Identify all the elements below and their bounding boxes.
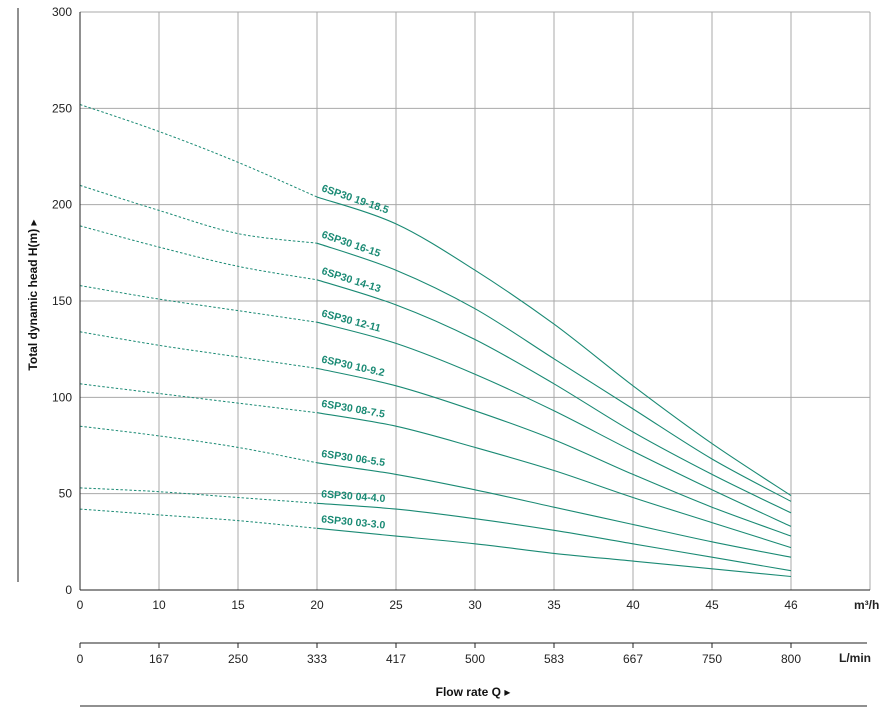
x-unit-m3h: m³/h bbox=[854, 598, 879, 612]
curve-solid-segment bbox=[316, 279, 792, 514]
y-tick-label: 0 bbox=[65, 583, 72, 597]
lpm-tick-label: 583 bbox=[544, 652, 564, 666]
curve-label: 6SP30 08-7.5 bbox=[320, 398, 385, 421]
curve-solid-segment bbox=[316, 242, 792, 502]
lpm-tick-label: 667 bbox=[623, 652, 643, 666]
x-tick-label: 45 bbox=[705, 598, 719, 612]
curve-solid-segment bbox=[316, 462, 792, 558]
x-tick-label: 30 bbox=[468, 598, 482, 612]
x-axis-title: Flow rate Q ▸ bbox=[436, 685, 511, 699]
gridlines bbox=[79, 11, 871, 591]
x-tick-label: 46 bbox=[784, 598, 798, 612]
lpm-tick-label: 417 bbox=[386, 652, 406, 666]
curve-dashed-segment bbox=[79, 383, 318, 414]
y-tick-label: 100 bbox=[52, 390, 72, 404]
curve-dashed-segment bbox=[79, 331, 318, 369]
curve-label: 6SP30 19-18.5 bbox=[320, 182, 390, 216]
y-axis-title: Total dynamic head H(m) ▸ bbox=[26, 219, 40, 370]
curve-solid-segment bbox=[316, 412, 792, 549]
curve-solid-segment bbox=[316, 367, 792, 537]
lpm-tick-label: 0 bbox=[77, 652, 84, 666]
lpm-tick-label: 500 bbox=[465, 652, 485, 666]
x-tick-label: 35 bbox=[547, 598, 561, 612]
y-tick-label: 300 bbox=[52, 5, 72, 19]
y-tick-label: 50 bbox=[59, 487, 73, 501]
curve-solid-segment bbox=[316, 321, 792, 527]
curve-labels: 6SP30 19-18.5 6SP30 16-15 6SP30 14-13 6SP30… bbox=[320, 182, 390, 531]
curve-solid-segment bbox=[316, 196, 792, 497]
curve-solid-segment bbox=[316, 527, 792, 578]
curve-dashed-segment bbox=[79, 487, 318, 504]
x-tick-label: 15 bbox=[231, 598, 245, 612]
curve-dashed-segment bbox=[79, 225, 318, 281]
x-unit-lpm: L/min bbox=[839, 651, 871, 665]
x-tick-label: 10 bbox=[152, 598, 166, 612]
curve-dashed-segment bbox=[79, 508, 318, 529]
x-tick-label: 40 bbox=[626, 598, 640, 612]
curve-dashed-segment bbox=[79, 104, 318, 198]
x-tick-label: 25 bbox=[389, 598, 403, 612]
curve-label: 6SP30 04-4.0 bbox=[321, 488, 386, 505]
lpm-tick-label: 167 bbox=[149, 652, 169, 666]
x-tick-label: 20 bbox=[310, 598, 324, 612]
axes: 0 50 100 150 200 250 300 0 10 15 20 25 30 35 40 45 46 0 16… bbox=[52, 5, 870, 707]
curve-dashed-segment bbox=[79, 425, 318, 464]
lpm-tick-label: 750 bbox=[702, 652, 722, 666]
curve-label: 6SP30 14-13 bbox=[320, 265, 382, 295]
curve-label: 6SP30 16-15 bbox=[320, 229, 382, 260]
y-tick-label: 200 bbox=[52, 198, 72, 212]
curve-label: 6SP30 03-3.0 bbox=[321, 513, 386, 531]
curve-dashed-segment bbox=[79, 184, 318, 244]
curve-solid-segment bbox=[316, 502, 792, 572]
curves bbox=[79, 104, 792, 578]
lpm-tick-label: 250 bbox=[228, 652, 248, 666]
y-tick-label: 150 bbox=[52, 294, 72, 308]
curve-dashed-segment bbox=[79, 285, 318, 323]
lpm-tick-label: 333 bbox=[307, 652, 327, 666]
y-tick-label: 250 bbox=[52, 101, 72, 115]
lpm-tick-label: 800 bbox=[781, 652, 801, 666]
x-tick-label: 0 bbox=[77, 598, 84, 612]
curve-label: 6SP30 06-5.5 bbox=[321, 448, 386, 469]
